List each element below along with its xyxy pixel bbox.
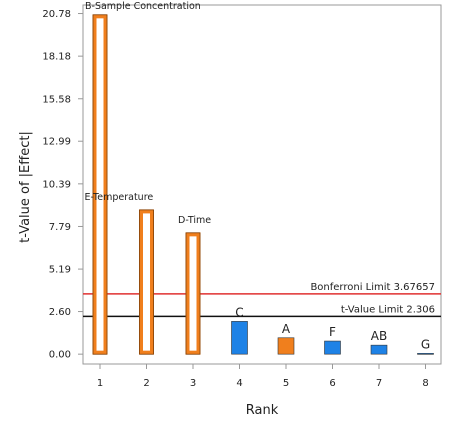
y-tick-label: 5.19 <box>49 265 71 276</box>
plot-frame <box>82 4 442 365</box>
y-tick-label: 15.58 <box>42 94 71 105</box>
bar-label: D-Time <box>178 215 211 226</box>
bar <box>231 321 248 355</box>
bar-label: AB <box>371 329 387 343</box>
y-axis: 0.00 2.60 5.19 7.79 10.39 12.99 15.58 18.18 20.7… <box>42 9 83 361</box>
bar-label: F <box>329 325 336 339</box>
x-tick-label: 4 <box>236 378 242 389</box>
bar-label: C <box>235 305 243 319</box>
x-axis-title: Rank <box>246 403 279 418</box>
x-tick-label: 8 <box>422 378 428 389</box>
x-tick-label: 7 <box>376 378 382 389</box>
bar-outline <box>139 209 154 355</box>
x-axis: 1 2 3 4 5 6 7 8 <box>97 364 429 389</box>
bar-inner <box>96 18 104 351</box>
bar-labels: B-Sample Concentration E-Temperature D-Tim… <box>85 1 431 352</box>
x-tick-label: 2 <box>143 378 149 389</box>
bar-inner <box>143 213 150 351</box>
bar-label: G <box>421 337 430 351</box>
bar-label: E-Temperature <box>85 192 154 203</box>
y-tick-label: 18.18 <box>42 52 71 63</box>
y-tick-label: 12.99 <box>42 137 71 148</box>
x-tick-label: 1 <box>97 378 103 389</box>
limit-label: Bonferroni Limit 3.67657 <box>310 282 435 293</box>
bar <box>417 353 434 355</box>
bar <box>324 340 341 355</box>
y-tick-label: 7.79 <box>49 222 71 233</box>
y-tick-label: 2.60 <box>49 307 71 318</box>
limit-lines: Bonferroni Limit 3.67657 t-Value Limit 2.… <box>83 282 441 318</box>
y-tick-label: 0.00 <box>49 350 71 361</box>
bar <box>277 337 295 355</box>
bar-label: A <box>282 322 291 336</box>
x-tick-label: 3 <box>190 378 196 389</box>
bar-inner <box>189 236 197 351</box>
y-axis-title: t-Value of |Effect| <box>18 131 33 243</box>
y-tick-label: 10.39 <box>42 179 71 190</box>
bar-series <box>92 14 434 355</box>
x-tick-label: 6 <box>329 378 335 389</box>
bar-outline <box>92 14 108 355</box>
y-tick-label: 20.78 <box>42 9 71 20</box>
limit-label: t-Value Limit 2.306 <box>341 304 435 315</box>
bar-label: B-Sample Concentration <box>85 1 201 12</box>
bar <box>370 344 388 355</box>
x-tick-label: 5 <box>283 378 289 389</box>
bar-outline <box>185 232 201 355</box>
